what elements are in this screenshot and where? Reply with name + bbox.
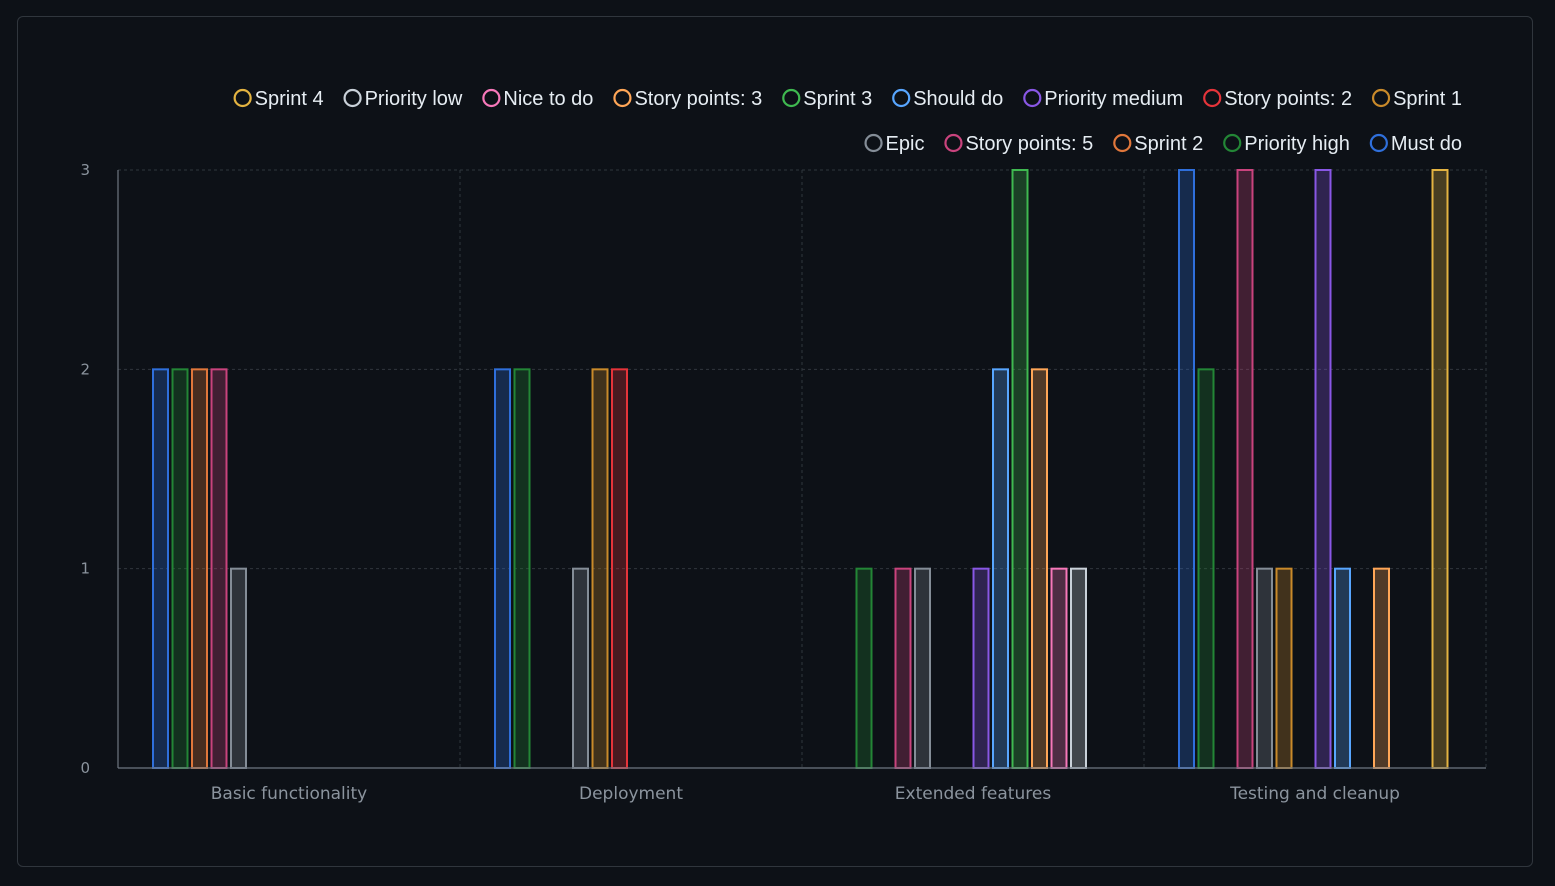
bar-story-points-2[interactable]	[612, 369, 627, 768]
legend-item-story-points-3[interactable]: Story points: 3	[614, 88, 762, 110]
bar-story-points-5[interactable]	[1238, 170, 1253, 768]
legend-swatch	[1024, 90, 1040, 106]
legend-label: Story points: 5	[965, 133, 1093, 155]
y-tick-label: 0	[80, 759, 90, 777]
legend-swatch	[614, 90, 630, 106]
x-category-label: Basic functionality	[211, 784, 367, 804]
legend-label: Must do	[1391, 133, 1462, 155]
legend-item-sprint-2[interactable]: Sprint 2	[1114, 133, 1203, 155]
bar-story-points-5[interactable]	[896, 569, 911, 768]
legend-item-priority-low[interactable]: Priority low	[345, 88, 463, 110]
legend-label: Nice to do	[503, 88, 593, 110]
legend-label: Should do	[913, 88, 1003, 110]
y-tick-label: 3	[80, 161, 90, 179]
bar-story-points-3[interactable]	[1032, 369, 1047, 768]
legend-item-must-do[interactable]: Must do	[1371, 133, 1462, 155]
legend-label: Sprint 3	[803, 88, 872, 110]
bar-priority-medium[interactable]	[974, 569, 989, 768]
legend-label: Sprint 1	[1393, 88, 1462, 110]
legend-swatch	[783, 90, 799, 106]
legend-item-story-points-2[interactable]: Story points: 2	[1204, 88, 1352, 110]
bar-must-do[interactable]	[495, 369, 510, 768]
bar-priority-medium[interactable]	[1316, 170, 1331, 768]
x-category-label: Deployment	[579, 784, 683, 804]
bar-priority-high[interactable]	[173, 369, 188, 768]
legend-label: Priority high	[1244, 133, 1350, 155]
legend-swatch	[483, 90, 499, 106]
legend-item-sprint-3[interactable]: Sprint 3	[783, 88, 872, 110]
legend-swatch	[866, 135, 882, 151]
bar-epic[interactable]	[231, 569, 246, 768]
bar-sprint-1[interactable]	[593, 369, 608, 768]
legend-label: Story points: 2	[1224, 88, 1352, 110]
bar-story-points-5[interactable]	[212, 369, 227, 768]
bar-should-do[interactable]	[1335, 569, 1350, 768]
bar-marks	[153, 170, 1448, 768]
legend-swatch	[1204, 90, 1220, 106]
legend-item-should-do[interactable]: Should do	[893, 88, 1003, 110]
legend-swatch	[1373, 90, 1389, 106]
legend-item-priority-high[interactable]: Priority high	[1224, 133, 1350, 155]
bar-nice-to-do[interactable]	[1052, 569, 1067, 768]
bar-must-do[interactable]	[153, 369, 168, 768]
legend-label: Epic	[886, 133, 925, 155]
legend-swatch	[893, 90, 909, 106]
bar-should-do[interactable]	[993, 369, 1008, 768]
bar-priority-high[interactable]	[857, 569, 872, 768]
bar-epic[interactable]	[573, 569, 588, 768]
legend-item-story-points-5[interactable]: Story points: 5	[945, 133, 1093, 155]
bar-sprint-2[interactable]	[192, 369, 207, 768]
bar-sprint-4[interactable]	[1433, 170, 1448, 768]
bar-must-do[interactable]	[1179, 170, 1194, 768]
y-axis-ticks: 0 1 2 3	[80, 161, 90, 777]
bar-epic[interactable]	[915, 569, 930, 768]
bar-priority-high[interactable]	[1199, 369, 1214, 768]
legend-label: Priority low	[365, 88, 463, 110]
x-category-label: Testing and cleanup	[1229, 784, 1400, 804]
legend-swatch	[1371, 135, 1387, 151]
legend-item-priority-medium[interactable]: Priority medium	[1024, 88, 1183, 110]
legend-item-sprint-4[interactable]: Sprint 4	[235, 88, 324, 110]
legend-swatch	[1114, 135, 1130, 151]
legend: Sprint 4 Priority low Nice to do Story poin…	[235, 88, 1462, 155]
x-axis-categories: Basic functionality Deployment Extended fe…	[211, 784, 1400, 804]
y-tick-label: 1	[80, 560, 90, 578]
legend-item-epic[interactable]: Epic	[866, 133, 925, 155]
legend-item-sprint-1[interactable]: Sprint 1	[1373, 88, 1462, 110]
bar-story-points-3[interactable]	[1374, 569, 1389, 768]
bar-epic[interactable]	[1257, 569, 1272, 768]
legend-swatch	[235, 90, 251, 106]
x-category-label: Extended features	[895, 784, 1052, 804]
y-tick-label: 2	[80, 360, 90, 378]
legend-swatch	[945, 135, 961, 151]
bar-sprint-3[interactable]	[1013, 170, 1028, 768]
bar-priority-high[interactable]	[515, 369, 530, 768]
legend-swatch	[1224, 135, 1240, 151]
bar-priority-low[interactable]	[1071, 569, 1086, 768]
legend-label: Story points: 3	[634, 88, 762, 110]
legend-label: Sprint 4	[255, 88, 324, 110]
legend-swatch	[345, 90, 361, 106]
legend-label: Sprint 2	[1134, 133, 1203, 155]
legend-label: Priority medium	[1044, 88, 1183, 110]
legend-item-nice-to-do[interactable]: Nice to do	[483, 88, 593, 110]
bar-sprint-1[interactable]	[1277, 569, 1292, 768]
